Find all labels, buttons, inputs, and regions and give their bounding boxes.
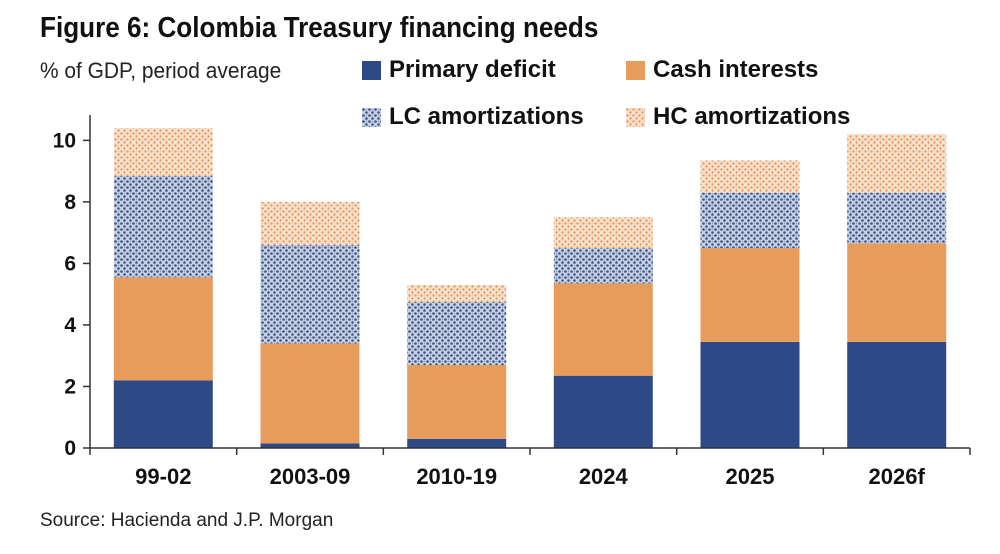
x-tick-label: 99-02 (135, 464, 191, 489)
bar-segment-hc-amortizations (260, 201, 360, 245)
y-tick-label: 8 (64, 191, 76, 214)
legend-swatch-hc-amortizations (626, 107, 645, 127)
bar-segment-lc-amortizations (113, 175, 213, 278)
bar-segment-cash-interests (847, 243, 947, 342)
legend-swatch-cash-interests (626, 60, 645, 80)
y-tick-label: 10 (53, 129, 76, 152)
y-tick-label: 4 (64, 314, 76, 337)
bar-segment-primary-deficit (113, 380, 213, 448)
bar-segment-lc-amortizations (407, 301, 507, 365)
legend-label-cash-interests: Cash interests (653, 56, 819, 83)
bar-segment-hc-amortizations (700, 160, 800, 193)
x-tick-label: 2024 (579, 464, 629, 489)
bar-segment-hc-amortizations (553, 217, 653, 249)
bar-segment-lc-amortizations (553, 248, 653, 284)
source-note: Source: Hacienda and J.P. Morgan (40, 510, 334, 531)
bar-segment-hc-amortizations (847, 134, 947, 193)
legend-item-primary-deficit: Primary deficit (362, 56, 556, 84)
bar-segment-cash-interests (260, 343, 360, 444)
bar-segment-primary-deficit (260, 443, 360, 448)
x-tick-label: 2025 (726, 464, 775, 489)
bar-segment-cash-interests (700, 248, 800, 342)
x-tick-label: 2003-09 (270, 464, 351, 489)
legend-label-lc-amortizations: LC amortizations (389, 103, 584, 130)
legend-item-hc-amortizations: HC amortizations (626, 103, 850, 131)
y-tick-label: 2 (64, 375, 76, 398)
chart-title: Figure 6: Colombia Treasury financing ne… (40, 12, 599, 44)
legend-swatch-lc-amortizations (362, 107, 381, 127)
legend-item-cash-interests: Cash interests (626, 56, 818, 84)
bar-segment-hc-amortizations (113, 128, 213, 176)
x-tick-label: 2010-19 (416, 464, 497, 489)
bar-segment-cash-interests (553, 283, 653, 376)
bar-segment-primary-deficit (847, 341, 947, 448)
legend-label-hc-amortizations: HC amortizations (653, 103, 851, 130)
bar-segment-primary-deficit (553, 375, 653, 448)
bar-segment-primary-deficit (700, 341, 800, 448)
legend-label-primary-deficit: Primary deficit (389, 56, 556, 83)
bar-segment-cash-interests (407, 364, 507, 439)
bar-segment-lc-amortizations (260, 245, 360, 344)
x-tick-label: 2026f (869, 464, 926, 489)
legend-swatch-primary-deficit (362, 60, 381, 80)
y-tick-label: 0 (64, 437, 76, 460)
bar-segment-hc-amortizations (407, 285, 507, 302)
y-tick-label: 6 (64, 252, 76, 275)
bar-segment-cash-interests (113, 277, 213, 381)
bar-segment-lc-amortizations (847, 192, 947, 244)
bar-segment-lc-amortizations (700, 192, 800, 249)
axes-group: 99-02 2003-09 2010-19 2024 2025 2026f 0 2 4 6 8 10 (53, 115, 971, 489)
legend-item-lc-amortizations: LC amortizations (362, 103, 584, 131)
bars-group (113, 128, 947, 448)
chart-subtitle: % of GDP, period average (40, 58, 282, 83)
bar-segment-primary-deficit (407, 438, 507, 448)
